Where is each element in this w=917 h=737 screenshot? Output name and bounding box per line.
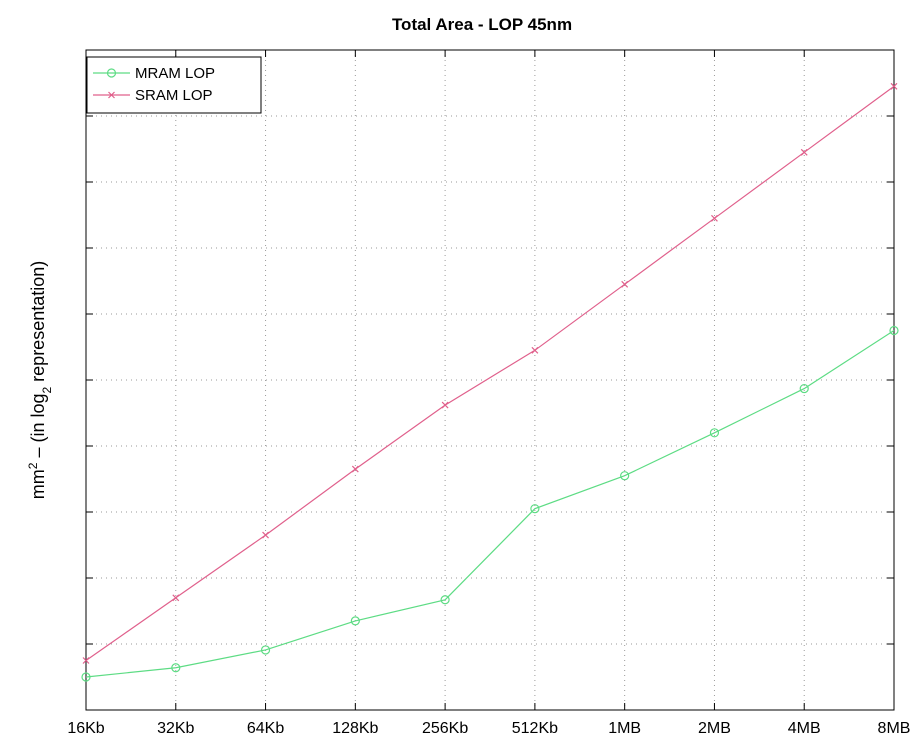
series-layer [81,82,899,682]
series-line-mram-lop [85,329,895,678]
series-sram-lop [82,82,898,664]
x-tick-label: 64Kb [247,720,284,737]
ylabel-middle: – (in log [28,394,48,463]
data-point-mram-lop [530,504,540,514]
x-tick-label: 512Kb [512,720,558,737]
series-line-sram-lop [85,85,895,661]
legend-label: MRAM LOP [135,65,215,82]
data-point-mram-lop [350,616,360,626]
ylabel-subscript: 2 [40,387,54,394]
legend-label: SRAM LOP [135,87,213,104]
data-point-sram-lop [351,465,359,473]
data-point-sram-lop [262,531,269,539]
legend-marker [106,68,117,78]
data-point-sram-lop [441,401,449,409]
legend-items: MRAM LOP SRAM LOP [93,65,215,104]
legend-marker [108,91,115,99]
series-mram-lop [81,325,899,682]
data-point-mram-lop [889,325,899,336]
legend-entry-sram-lop: SRAM LOP [93,87,213,104]
chart-title: Total Area - LOP 45nm [392,15,572,34]
data-point-mram-lop [81,672,91,682]
x-axis-tick-labels: 16Kb 32Kb 64Kb 128Kb 256Kb 512Kb 1MB 2MB 4MB 8MB [67,720,910,737]
data-point-mram-lop [799,383,809,394]
x-tick-label: 4MB [788,720,821,737]
data-point-sram-lop [172,594,180,602]
ylabel-unit: mm [28,469,48,499]
data-point-mram-lop [440,595,450,605]
x-tick-label: 8MB [878,720,911,737]
x-tick-label: 16Kb [67,720,104,737]
data-point-mram-lop [260,645,271,655]
legend: MRAM LOP SRAM LOP [86,56,262,114]
grid [86,50,894,710]
plot-frame [85,49,895,711]
x-tick-label: 1MB [608,720,641,737]
data-point-sram-lop [711,214,718,222]
x-tick-label: 32Kb [157,720,194,737]
legend-entry-mram-lop: MRAM LOP [93,65,215,82]
data-point-sram-lop [82,657,90,664]
data-point-sram-lop [800,148,808,156]
x-tick-label: 2MB [698,720,731,737]
data-point-sram-lop [621,280,629,288]
x-tick-label: 128Kb [332,720,378,737]
data-point-mram-lop [620,471,630,481]
data-point-mram-lop [171,663,181,673]
axis-ticks [85,50,895,710]
data-point-sram-lop [531,346,539,354]
ylabel-end: representation) [28,261,48,387]
ylabel-superscript: 2 [26,462,40,469]
data-point-sram-lop [890,82,898,90]
x-tick-label: 256Kb [422,720,468,737]
y-axis-label: mm2 – (in log2 representation) [26,261,54,500]
data-point-mram-lop [709,428,720,438]
legend-box [86,56,262,114]
